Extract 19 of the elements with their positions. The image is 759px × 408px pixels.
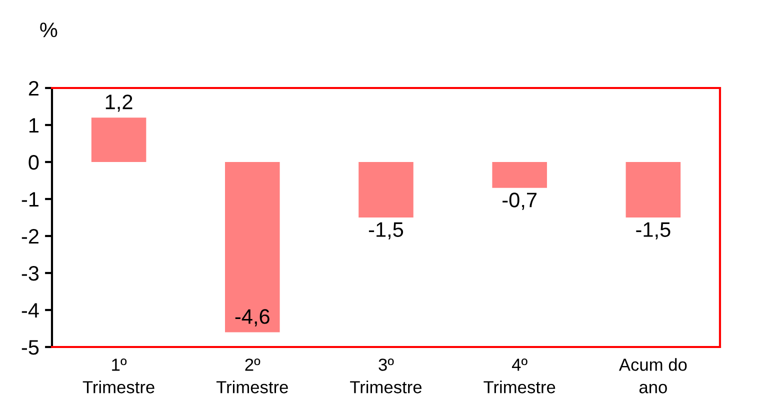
y-tick-label: -1 xyxy=(22,192,38,207)
y-tick-label: 2 xyxy=(28,81,38,96)
x-tick-label: 2º Trimestre xyxy=(216,358,288,394)
y-axis-title: % xyxy=(40,22,58,38)
y-tick-label: 0 xyxy=(28,155,39,170)
y-tick-label: -2 xyxy=(22,229,38,244)
y-tick-label: -4 xyxy=(22,303,39,318)
x-tick-label: 4º Trimestre xyxy=(484,358,556,394)
y-tick-label: 1 xyxy=(29,118,38,133)
data-label: -1,5 xyxy=(636,222,670,240)
y-tick-label: -3 xyxy=(22,266,39,281)
x-tick-label: 1º Trimestre xyxy=(82,358,154,394)
data-label: 1,2 xyxy=(106,94,132,112)
data-label: -1,5 xyxy=(368,222,404,240)
x-tick-label: 3º Trimestre xyxy=(350,358,422,394)
data-label: -4,6 xyxy=(235,309,270,326)
y-tick-label: -5 xyxy=(22,340,39,355)
data-label: -0,7 xyxy=(502,192,536,210)
x-tick-label: Acum do ano xyxy=(618,358,687,394)
